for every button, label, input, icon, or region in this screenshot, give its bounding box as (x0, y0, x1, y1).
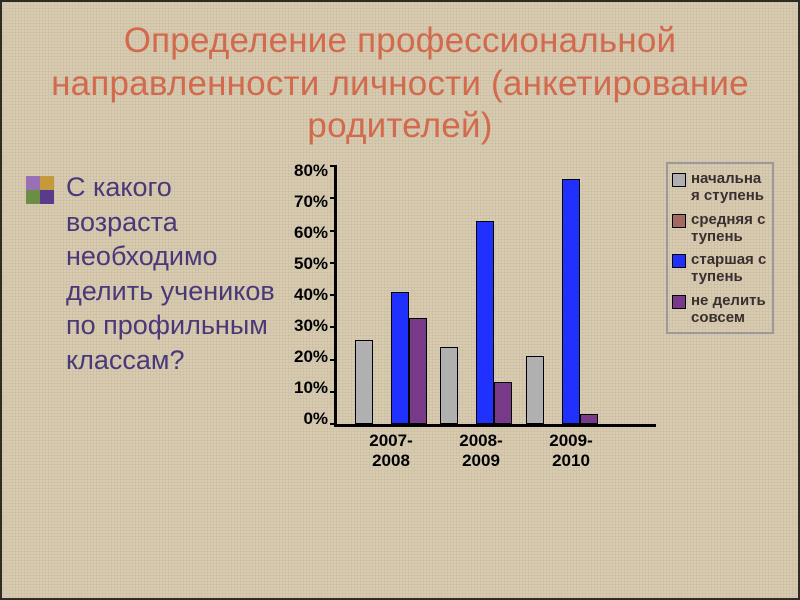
legend-swatch (672, 254, 686, 268)
bar-none (409, 318, 427, 424)
y-tick-mark (330, 262, 337, 264)
y-tick-mark (330, 197, 337, 199)
bar-high (476, 221, 494, 424)
y-tick-label: 30% (294, 317, 328, 334)
bullet-sq-3 (40, 190, 54, 204)
bar-primary (440, 347, 458, 424)
bullet-sq-2 (26, 190, 40, 204)
bullet-icon (26, 176, 54, 204)
bar-group (355, 292, 427, 424)
y-tick-label: 50% (294, 255, 328, 272)
y-tick-mark (330, 359, 337, 361)
legend-label: старшая ступень (691, 251, 768, 286)
y-tick-mark (330, 423, 337, 425)
bar-primary (526, 356, 544, 424)
y-axis-labels: 80% 70% 60% 50% 40% 30% 20% 10% 0% (294, 162, 328, 427)
legend-label: средняя ступень (691, 211, 768, 246)
bar-high (562, 179, 580, 424)
x-tick-label: 2009-2010 (531, 431, 611, 471)
bar-none (494, 382, 512, 424)
y-tick-mark (330, 294, 337, 296)
legend-label: начальная ступень (691, 170, 768, 205)
legend-item-primary: начальная ступень (672, 170, 768, 205)
y-tick-mark (330, 391, 337, 393)
plot-area (334, 166, 656, 427)
subtitle-text: С какого возраста необходимо делить учен… (66, 170, 276, 377)
legend-item-high: старшая ступень (672, 251, 768, 286)
y-tick-label: 70% (294, 193, 328, 210)
bar-group (440, 221, 512, 424)
x-axis-labels: 2007-20082008-20092009-2010 (346, 431, 616, 471)
y-tick-label: 80% (294, 162, 328, 179)
y-tick-label: 20% (294, 348, 328, 365)
left-column: С какого возраста необходимо делить учен… (26, 158, 276, 471)
bullet-sq-1 (40, 176, 54, 190)
bar-high (391, 292, 409, 424)
content-row: С какого возраста необходимо делить учен… (2, 158, 798, 483)
bar-primary (355, 340, 373, 424)
plot-row: 80% 70% 60% 50% 40% 30% 20% 10% 0% (294, 162, 656, 427)
bullet-sq-0 (26, 176, 40, 190)
y-tick-mark (330, 165, 337, 167)
chart-legend: начальная ступень средняя ступень старшая … (666, 162, 774, 334)
legend-item-middle: средняя ступень (672, 211, 768, 246)
y-tick-label: 40% (294, 286, 328, 303)
y-tick-label: 10% (294, 379, 328, 396)
legend-label: не делить совсем (691, 292, 768, 327)
bar-group (526, 179, 598, 424)
legend-swatch (672, 295, 686, 309)
x-tick-label: 2008-2009 (441, 431, 521, 471)
y-tick-label: 60% (294, 224, 328, 241)
legend-swatch (672, 173, 686, 187)
bar-none (580, 414, 598, 424)
y-tick-mark (330, 326, 337, 328)
chart-card: 80% 70% 60% 50% 40% 30% 20% 10% 0% 2007-20082008… (294, 162, 656, 471)
legend-swatch (672, 214, 686, 228)
x-tick-label: 2007-2008 (351, 431, 431, 471)
subtitle-row: С какого возраста необходимо делить учен… (26, 170, 276, 377)
page-title: Определение профессиональной направленно… (2, 2, 798, 158)
chart-container: 80% 70% 60% 50% 40% 30% 20% 10% 0% 2007-20082008… (294, 158, 774, 471)
y-tick-mark (330, 230, 337, 232)
legend-item-none: не делить совсем (672, 292, 768, 327)
y-tick-label: 0% (303, 410, 328, 427)
